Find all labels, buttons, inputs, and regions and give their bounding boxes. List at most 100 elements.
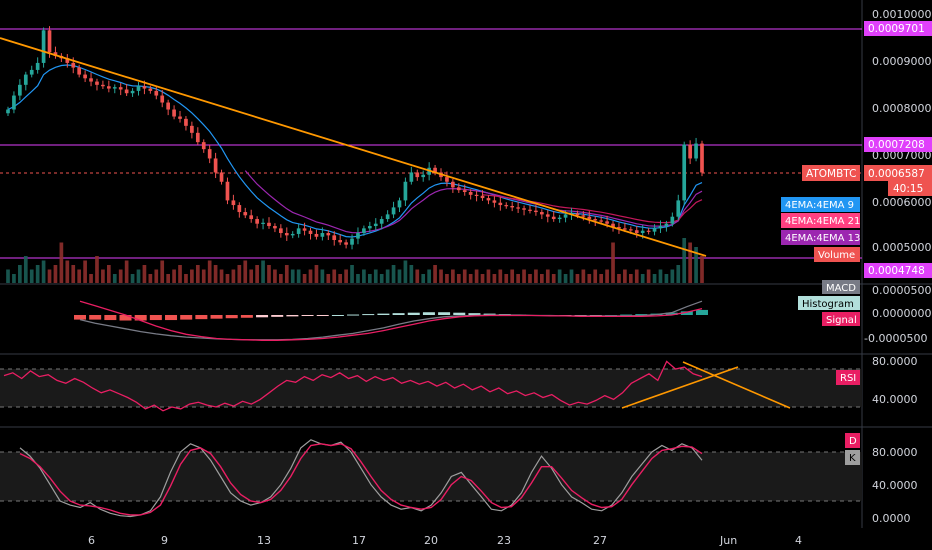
candle-body <box>421 174 426 178</box>
volume-bar <box>522 269 526 283</box>
volume-bar <box>528 274 532 283</box>
volume-bar <box>373 269 378 283</box>
volume-bar <box>474 269 479 283</box>
ema13-label[interactable]: 4EMA:4EMA 13 <box>785 233 860 244</box>
histogram-bar <box>225 315 238 319</box>
stoch-d-line <box>19 443 703 516</box>
candle-body <box>504 205 509 207</box>
volume-bar <box>178 265 182 283</box>
candle-body <box>545 214 550 217</box>
volume-bar <box>35 265 40 283</box>
volume-bar <box>605 269 609 283</box>
candle-body <box>95 81 99 85</box>
time-axis[interactable]: 6 9 13 17 20 23 27 Jun 4 <box>88 534 802 547</box>
volume-bar <box>534 269 538 283</box>
histogram-bar <box>195 315 208 320</box>
volume-bar <box>611 242 615 283</box>
signal-label[interactable]: Signal <box>826 315 857 326</box>
volume-bar <box>599 274 604 283</box>
histogram-label[interactable]: Histogram <box>802 299 854 310</box>
histogram-bar <box>680 311 693 315</box>
volume-bar <box>118 269 123 283</box>
volume-bar <box>427 269 431 283</box>
candle-body <box>12 95 16 110</box>
macd-tick: 0.0000500 <box>872 284 932 297</box>
rsi-trendline-up[interactable] <box>621 366 739 409</box>
volume-bar <box>166 274 170 283</box>
volume-bar <box>486 269 491 283</box>
histogram-bar <box>210 315 223 319</box>
macd-label[interactable]: MACD <box>826 283 856 294</box>
stoch-k-label[interactable]: K <box>849 453 856 464</box>
volume-bar <box>237 265 242 283</box>
histogram-bar <box>256 315 269 318</box>
trendline-main[interactable] <box>0 37 707 257</box>
volume-bar <box>184 274 188 283</box>
histogram-bar <box>347 314 360 316</box>
signal-line <box>79 300 703 341</box>
volume-bar <box>587 274 592 283</box>
rsi-tick: 40.0000 <box>872 393 918 406</box>
volume-bar <box>279 274 283 283</box>
volume-bar <box>569 269 574 283</box>
rsi-trendline-down[interactable] <box>682 361 791 409</box>
candle-body <box>682 144 687 201</box>
volume-label[interactable]: Volume <box>818 250 855 261</box>
candle-body <box>201 142 206 150</box>
candle-body <box>451 181 455 188</box>
volume-bar <box>95 256 99 283</box>
time-tick: 6 <box>88 534 95 547</box>
candle-body <box>267 222 271 227</box>
histogram-bar <box>240 315 253 318</box>
candle-body <box>445 177 449 182</box>
candle-body <box>634 230 639 234</box>
histogram-bar <box>620 314 633 316</box>
stoch-tick: 0.0000 <box>872 512 911 525</box>
volume-bar <box>89 274 93 283</box>
volume-bar <box>403 260 408 283</box>
candle-body <box>658 226 663 229</box>
candle-body <box>563 214 568 218</box>
volume-bar <box>421 274 426 283</box>
volume-bar <box>658 269 663 283</box>
volume-bar <box>640 274 645 283</box>
volume-bar <box>154 269 159 283</box>
volume-bar <box>379 274 384 283</box>
stoch-tick: 80.0000 <box>872 446 918 459</box>
histogram-bar <box>362 314 375 316</box>
volume-bar <box>563 274 568 283</box>
candle-body <box>646 230 651 232</box>
volume-bar <box>350 265 354 283</box>
time-tick: 27 <box>593 534 607 547</box>
candle-body <box>53 52 58 56</box>
volume-bar <box>225 274 230 283</box>
time-tick: 23 <box>497 534 511 547</box>
candle-body <box>6 109 10 114</box>
time-tick: 13 <box>257 534 271 547</box>
candle-body <box>332 235 337 241</box>
histogram-bar <box>392 313 405 315</box>
stoch-d-label[interactable]: D <box>849 436 857 447</box>
candle-body <box>510 205 515 208</box>
volume-bar <box>628 274 633 283</box>
candle-body <box>284 233 289 236</box>
volume-bar <box>106 265 111 283</box>
volume-bar <box>593 269 598 283</box>
histogram-bar <box>635 314 648 316</box>
volume-bar <box>338 274 343 283</box>
volume-bar <box>219 269 224 283</box>
price-axis[interactable]: 0.0010000 0.0009000 0.0008000 0.0007000 … <box>872 8 932 254</box>
volume-bar <box>261 260 265 283</box>
histogram-bar <box>422 312 435 315</box>
candle-body <box>474 194 479 197</box>
ema9-label[interactable]: 4EMA:4EMA 9 <box>785 200 854 211</box>
histogram-bar <box>180 315 193 320</box>
candle-body <box>65 58 70 63</box>
ema21-label[interactable]: 4EMA:4EMA 21 <box>785 216 860 227</box>
level-label-3: 0.0004748 <box>868 265 925 277</box>
volume-bar <box>6 269 10 283</box>
histogram-bar <box>377 313 390 315</box>
rsi-label[interactable]: RSI <box>840 373 856 384</box>
histogram-bar <box>407 312 420 315</box>
